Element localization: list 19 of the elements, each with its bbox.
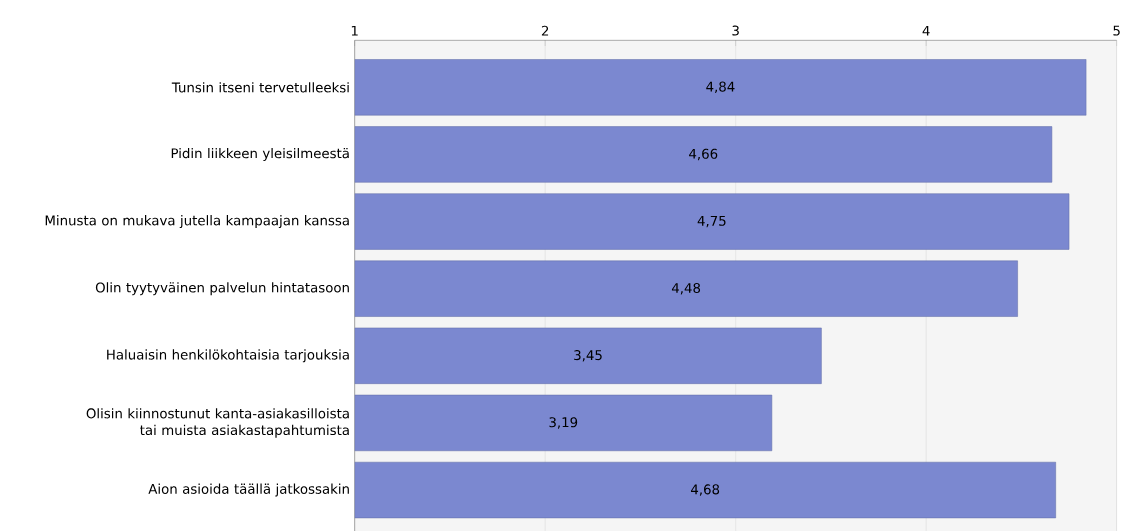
y-tick-label: Aion asioida täällä jatkossakin [148,483,349,497]
y-tick-label: Haluaisin henkilökohtaisia tarjouksia [107,349,349,363]
x-tick-label: 1 [351,25,358,36]
data-label: 4,48 [671,282,701,295]
data-label: 3,19 [549,417,578,429]
data-label: 4,68 [690,484,720,496]
x-tick-label: 3 [732,25,739,36]
data-label: 4,75 [697,215,726,228]
y-tick-label: Tunsin itseni tervetulleeksi [171,82,349,93]
x-tick-label: 4 [922,25,930,36]
y-tick-label: Minusta on mukava jutella kampaajan kanssa [45,215,349,229]
data-label: 4,84 [706,81,735,94]
data-label: 4,66 [689,148,718,161]
x-tick-label: 5 [1113,25,1120,36]
x-tick-label: 2 [541,25,549,36]
y-tick-label: Olin tyytyväinen palvelun hintatasoon [95,282,349,296]
y-tick-label: Olisin kiinnostunut kanta-asiakasilloista tai muista asiakastapahtumista [86,408,349,438]
data-label: 3,45 [574,350,602,362]
y-tick-label: Pidin liikkeen yleisilmeestä [171,147,349,161]
